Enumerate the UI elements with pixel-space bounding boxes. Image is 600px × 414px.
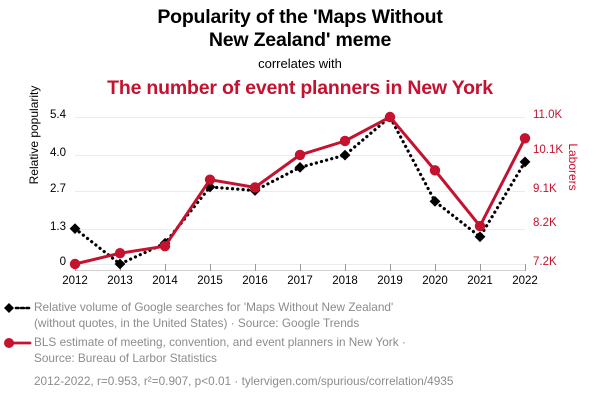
data-point-0-2022: [519, 156, 531, 168]
data-point-1-2020: [429, 165, 441, 176]
legend-google-trends-line-2: (without quotes, in the United States) ·…: [34, 315, 360, 330]
x-tick-label-2013: 2013: [107, 275, 133, 287]
legend-google-trends-line-1: Relative volume of Google searches for '…: [34, 300, 394, 314]
primary-title-line-2: New Zealand' meme: [208, 29, 392, 51]
x-tick-label-2017: 2017: [287, 275, 313, 287]
x-tick-label-2020: 2020: [422, 275, 448, 287]
data-point-1-2018: [339, 135, 351, 147]
primary-title-line-1: Popularity of the 'Maps Without: [157, 6, 443, 28]
data-point-0-2021: [474, 231, 486, 243]
data-point-1-2014: [159, 241, 171, 252]
x-tick-label-2014: 2014: [152, 275, 178, 287]
primary-title: Popularity of the 'Maps Without New Zeal…: [0, 0, 600, 52]
y-right-tick-label-7.2K: 7.2K: [533, 256, 557, 268]
data-point-1-2021: [474, 220, 486, 232]
y-left-tick-label-5.4: 5.4: [50, 109, 66, 121]
title-connector: correlates with: [258, 56, 342, 71]
correlation-stats: 2012-2022, r=0.953, r²=0.907, p<0.01 · t…: [34, 374, 454, 388]
x-tick-label-2015: 2015: [197, 275, 223, 287]
plot-region: Relative popularity Laborers 0 1.3 2.7 4.0 5…: [27, 86, 580, 287]
y-left-tick-label-1.3: 1.3: [50, 221, 66, 233]
gridline-2: [75, 191, 525, 192]
y-right-tick-label-10.1K: 10.1K: [533, 144, 564, 156]
x-tick-2021: [480, 264, 481, 271]
chart-title-block: Popularity of the 'Maps Without New Zeal…: [0, 0, 600, 100]
data-point-1-2022: [519, 133, 531, 144]
x-tick-2022: [525, 264, 526, 271]
data-point-1-2017: [294, 149, 306, 161]
y-right-tick-label-11.0K: 11.0K: [533, 109, 563, 121]
x-tick-label-2022: 2022: [512, 275, 538, 287]
data-point-1-2019: [384, 111, 396, 123]
x-tick-label-2016: 2016: [242, 275, 268, 287]
data-point-1-2016: [249, 182, 261, 193]
y-right-tick-label-8.2K: 8.2K: [533, 217, 557, 229]
series-plot: [69, 111, 531, 270]
y-left-tick-label-4.0: 4.0: [50, 147, 66, 159]
legend-bls-line-1: BLS estimate of meeting, convention, and…: [34, 335, 406, 349]
x-tick-label-2012: 2012: [62, 275, 88, 287]
secondary-title: The number of event planners in New York: [107, 77, 493, 99]
legend-marker-circle-solid-icon: [4, 338, 32, 348]
series-line-1: [73, 115, 527, 266]
gridline-4: [75, 117, 525, 118]
x-tick-2016: [255, 264, 256, 271]
legend-entry-google-trends: Relative volume of Google searches for '…: [0, 300, 600, 331]
data-point-0-2013: [114, 258, 126, 270]
x-tick-label-2018: 2018: [332, 275, 358, 287]
x-tick-2020: [435, 264, 436, 271]
series-line-0: [73, 115, 527, 266]
x-tick-2015: [210, 264, 211, 271]
x-tick-2019: [390, 264, 391, 271]
y-left-tick-label-2.7: 2.7: [50, 183, 66, 195]
x-tick-2017: [300, 264, 301, 271]
data-point-1-2015: [204, 174, 216, 185]
x-tick-label-2019: 2019: [377, 275, 403, 287]
data-point-0-2020: [429, 195, 441, 207]
legend-entry-bls: BLS estimate of meeting, convention, and…: [0, 335, 600, 366]
gridline-1: [75, 229, 525, 230]
data-point-0-2017: [294, 161, 306, 173]
x-tick-2018: [345, 264, 346, 271]
data-point-1-2012: [69, 258, 81, 270]
data-point-0-2018: [339, 149, 351, 161]
y-right-tick-label-9.1K: 9.1K: [533, 183, 557, 195]
legend-bls-line-2: Source: Bureau of Larbor Statistics: [34, 350, 217, 365]
x-tick-2014: [165, 264, 166, 271]
chart-footer: Relative volume of Google searches for '…: [0, 300, 600, 390]
data-point-0-2012: [69, 223, 81, 235]
y-left-tick-label-0: 0: [59, 256, 66, 268]
data-point-1-2013: [114, 247, 126, 259]
x-tick-label-2021: 2021: [467, 275, 493, 287]
legend-marker-diamond-dotted-icon: [4, 303, 32, 313]
